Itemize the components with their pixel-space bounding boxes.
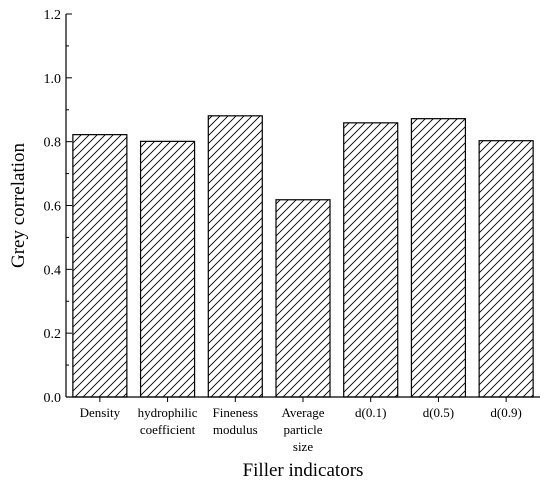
- bar: [343, 122, 399, 398]
- y-tick-label: 0.2: [44, 327, 62, 342]
- bar: [207, 115, 263, 398]
- x-tick-label: Density: [80, 405, 121, 420]
- y-tick-label: 0.4: [44, 263, 62, 278]
- plot-area: 0.0 0.2 0.4 0.6 0.8 1.0 1.2 Density hydrophilic c…: [44, 8, 540, 454]
- y-axis-title: Grey correlation: [8, 142, 29, 268]
- y-tick-label: 0.6: [44, 200, 62, 215]
- bar: [478, 140, 534, 398]
- y-tick-label: 1.2: [44, 8, 62, 23]
- x-tick-label: particle: [284, 422, 323, 437]
- y-tick-label: 0.0: [44, 391, 62, 406]
- x-tick-label: size: [293, 439, 313, 454]
- x-tick-label: hydrophilic: [138, 405, 198, 420]
- x-tick-label: d(0.9): [490, 405, 521, 420]
- x-tick-label: Fineness: [213, 405, 259, 420]
- x-tick-label: modulus: [213, 422, 258, 437]
- x-tick-label: d(0.1): [355, 405, 386, 420]
- x-tick-label: d(0.5): [423, 405, 454, 420]
- x-tick-label: coefficient: [140, 422, 196, 437]
- y-tick-label: 1.0: [44, 72, 62, 87]
- x-axis-title: Filler indicators: [243, 460, 364, 481]
- y-tick-label: 0.8: [44, 136, 62, 151]
- bar: [275, 199, 331, 398]
- bar: [72, 134, 128, 398]
- x-tick-label: Average: [281, 405, 324, 420]
- bar: [139, 140, 196, 398]
- bar: [410, 118, 467, 398]
